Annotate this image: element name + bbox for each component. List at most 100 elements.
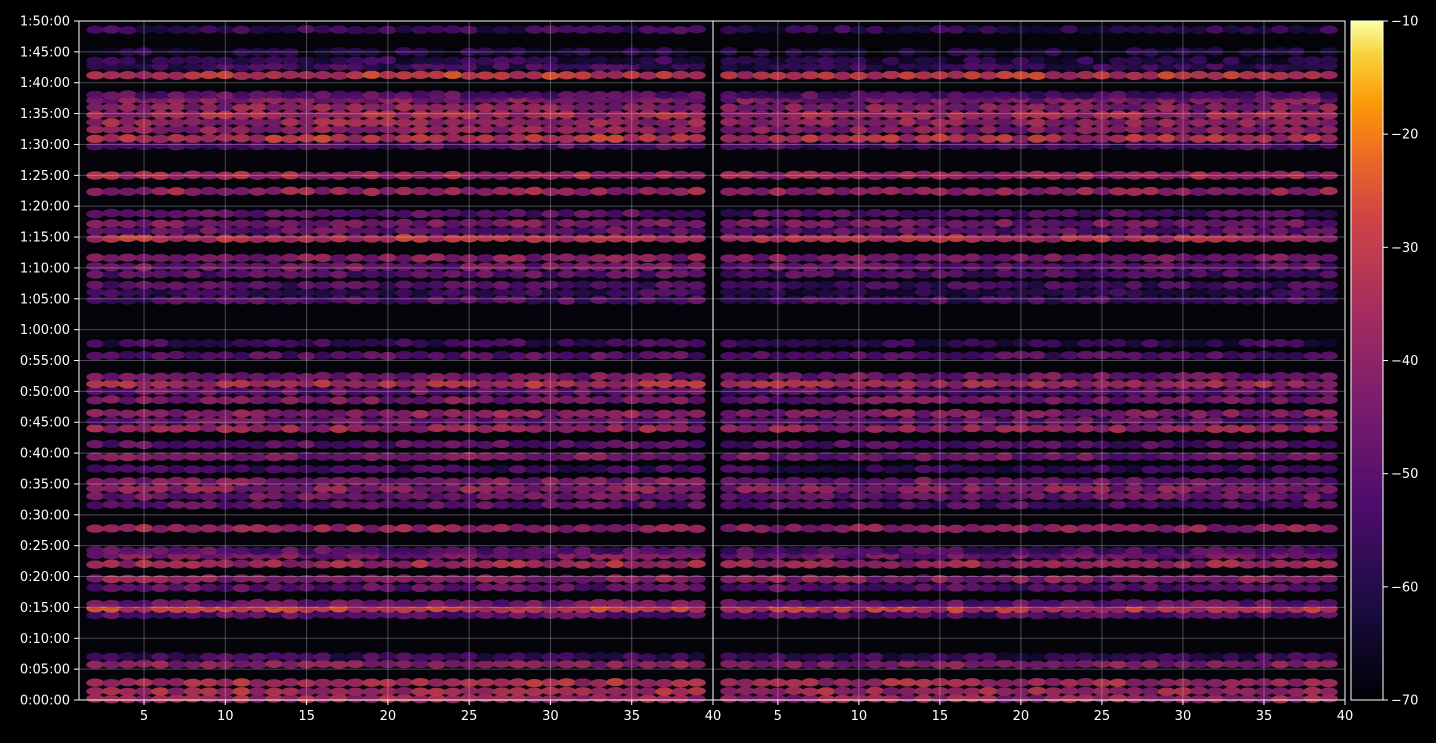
heat-cell (995, 678, 1014, 688)
heat-cell (1157, 254, 1176, 263)
heat-cell (135, 500, 154, 509)
heat-cell (167, 254, 186, 263)
heat-cell (232, 678, 251, 687)
heat-cell (947, 226, 966, 235)
heat-cell (411, 491, 430, 501)
heat-cell (606, 524, 625, 533)
heat-cell (557, 484, 576, 493)
heat-cell (1222, 56, 1241, 66)
heat-cell (265, 280, 284, 290)
heat-cell (1238, 171, 1257, 180)
heat-cell (427, 103, 446, 113)
heat-cell (720, 117, 739, 127)
heat-cell (508, 439, 527, 449)
heat-cell (638, 379, 657, 388)
heat-cell (427, 484, 446, 494)
heat-cell (362, 492, 381, 502)
heat-cell (1254, 56, 1273, 66)
heat-cell (395, 111, 414, 120)
heat-cell (849, 416, 868, 425)
heat-cell (167, 599, 186, 608)
heat-cell (1060, 653, 1079, 662)
heat-cell (1141, 500, 1160, 510)
heat-cell (882, 253, 901, 262)
heat-cell (118, 110, 137, 120)
heat-cell (1092, 219, 1111, 228)
heat-cell (866, 396, 885, 405)
heat-cell (313, 599, 332, 608)
heat-cell (1044, 484, 1063, 494)
heat-cell (768, 687, 787, 697)
heat-cell (914, 476, 933, 486)
heat-cell (525, 71, 544, 80)
heat-cell (947, 387, 966, 396)
heat-cell (687, 439, 706, 449)
heat-cell (882, 491, 901, 501)
heat-cell (135, 118, 154, 128)
heat-cell (508, 395, 527, 405)
heat-cell (590, 687, 609, 696)
heat-cell (671, 350, 690, 360)
heat-cell (216, 288, 235, 297)
band-45-panel-2 (720, 117, 1338, 128)
heat-cell (395, 47, 414, 56)
heat-cell (671, 227, 690, 236)
heat-cell (281, 25, 300, 34)
heat-cell (801, 396, 820, 405)
heat-cell (200, 226, 219, 235)
heat-cell (183, 117, 202, 126)
heat-cell (590, 280, 609, 290)
heat-cell (1222, 452, 1241, 461)
heat-cell (1287, 678, 1306, 687)
heat-cell (265, 70, 284, 80)
heat-cell (232, 659, 251, 668)
heat-cell (671, 500, 690, 509)
heat-cell (1287, 416, 1306, 426)
heat-cell (151, 219, 170, 228)
heat-cell (232, 111, 251, 120)
heat-cell (362, 687, 381, 696)
heat-cell (411, 574, 430, 584)
heat-cell (362, 254, 381, 263)
heat-cell (492, 56, 511, 65)
heat-cell (1287, 117, 1306, 127)
band-13-panel-1 (86, 523, 706, 534)
heat-cell (1206, 102, 1225, 112)
heat-cell (1222, 379, 1241, 388)
heat-cell (265, 171, 284, 180)
heat-cell (785, 396, 804, 405)
heat-cell (947, 599, 966, 609)
heat-cell (1092, 546, 1111, 556)
heat-cell (1238, 233, 1257, 243)
heat-cell (638, 583, 657, 592)
heat-cell (1287, 56, 1306, 65)
heat-cell (525, 281, 544, 290)
heat-cell (898, 253, 917, 263)
heat-cell (720, 440, 739, 449)
heat-cell (232, 295, 251, 305)
x-tick-label: 15 (298, 709, 315, 724)
heat-cell (460, 254, 479, 263)
heat-cell (785, 575, 804, 584)
heat-cell (914, 500, 933, 510)
heat-cell (346, 678, 365, 687)
band-37-panel-2 (720, 226, 1338, 236)
heat-cell (736, 55, 755, 65)
heat-cell (995, 501, 1014, 510)
heat-cell (248, 465, 267, 474)
heat-cell (801, 141, 820, 151)
band-38-panel-1 (86, 218, 706, 229)
heat-cell (963, 546, 982, 555)
heat-cell (167, 491, 186, 500)
heat-cell (313, 55, 332, 65)
heat-cell (102, 599, 121, 609)
heat-cell (362, 262, 381, 272)
heat-cell (1157, 424, 1176, 433)
heat-cell (833, 187, 852, 196)
heat-cell (785, 25, 804, 34)
heat-cell (362, 125, 381, 134)
heat-cell (86, 484, 105, 493)
heat-cell (135, 395, 154, 405)
heat-cell (1125, 546, 1144, 556)
heat-cell (476, 262, 495, 271)
